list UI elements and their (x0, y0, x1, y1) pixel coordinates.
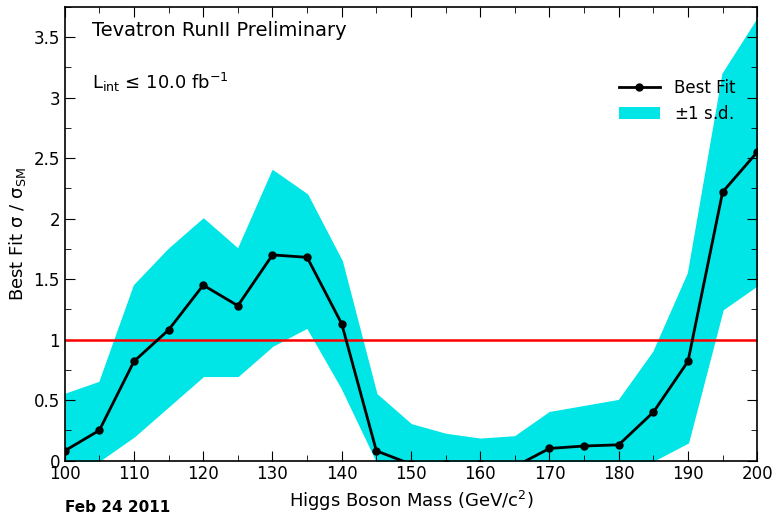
Text: L$_{\mathrm{int}}$ ≤ 10.0 fb$^{-1}$: L$_{\mathrm{int}}$ ≤ 10.0 fb$^{-1}$ (93, 70, 229, 94)
Y-axis label: Best Fit σ / σ$_{\mathrm{SM}}$: Best Fit σ / σ$_{\mathrm{SM}}$ (7, 167, 28, 301)
X-axis label: Higgs Boson Mass (GeV/c$^{2}$): Higgs Boson Mass (GeV/c$^{2}$) (289, 489, 534, 513)
Text: Feb 24 2011: Feb 24 2011 (65, 500, 170, 515)
Legend: Best Fit, $\pm$1 s.d.: Best Fit, $\pm$1 s.d. (619, 79, 735, 123)
Text: Tevatron RunII Preliminary: Tevatron RunII Preliminary (93, 21, 347, 40)
